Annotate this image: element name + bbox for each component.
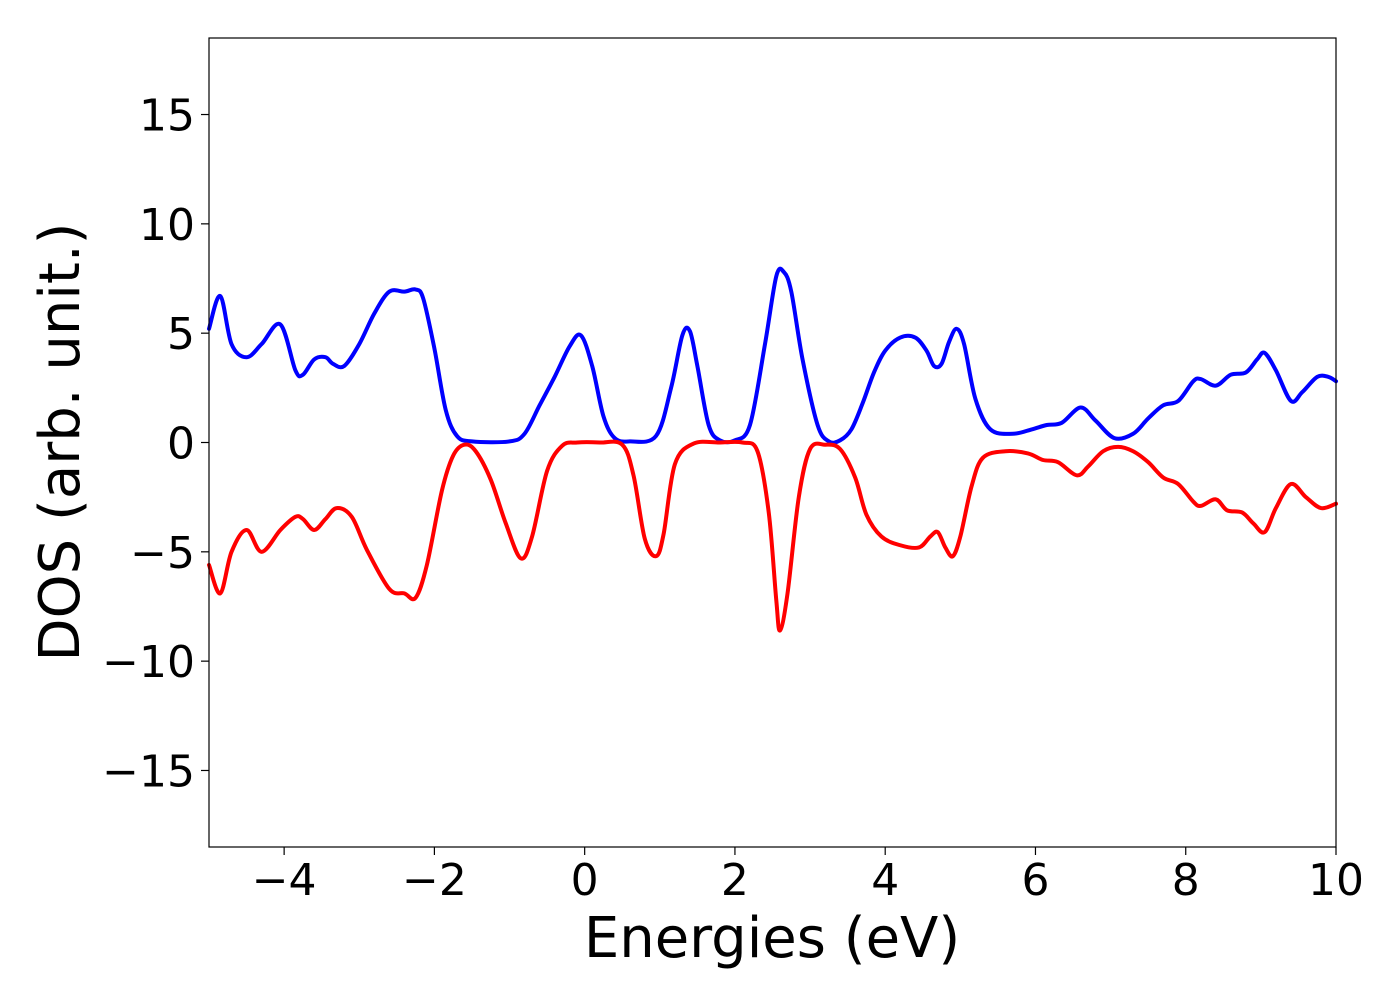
series-layer [207, 266, 1338, 633]
y-tick-label: 10 [139, 200, 195, 251]
x-axis-ticks: −4 −2 0 2 4 6 8 10 [252, 847, 1364, 906]
y-tick-label: −10 [102, 637, 195, 688]
x-tick-label: 0 [571, 855, 599, 906]
y-tick-label: −15 [102, 746, 195, 797]
x-tick-label: 10 [1308, 855, 1364, 906]
y-tick-label: −5 [130, 528, 195, 579]
x-tick-label: −4 [252, 855, 317, 906]
y-axis-label: DOS (arb. unit.) [28, 222, 93, 661]
x-axis-label: Energies (eV) [584, 906, 960, 971]
spin-up-line [207, 266, 1338, 445]
x-tick-label: 6 [1021, 855, 1049, 906]
plot-area [209, 38, 1336, 847]
y-tick-label: 5 [167, 309, 195, 360]
x-tick-label: 2 [721, 855, 749, 906]
x-tick-label: −2 [402, 855, 467, 906]
y-axis-ticks: −15 −10 −5 0 5 10 15 [102, 91, 209, 797]
spin-down-line [207, 439, 1338, 633]
y-tick-label: 15 [139, 91, 195, 142]
x-tick-label: 8 [1172, 855, 1200, 906]
x-tick-label: 4 [871, 855, 899, 906]
y-tick-label: 0 [167, 419, 195, 470]
